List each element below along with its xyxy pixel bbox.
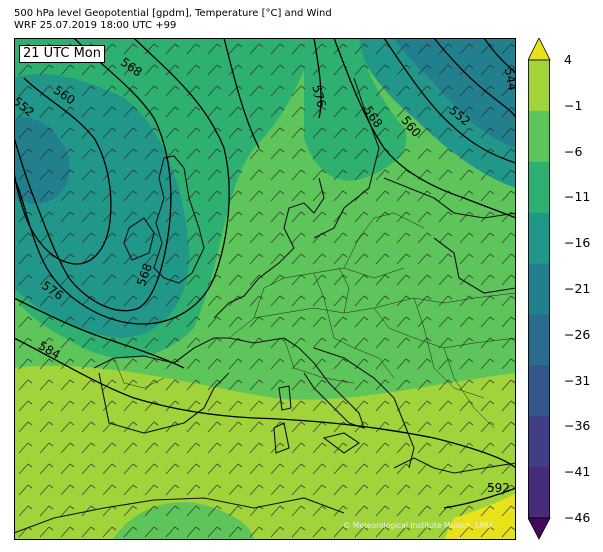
- colorbar-segment: [528, 467, 550, 519]
- colorbar-tick-label: 4: [564, 52, 572, 67]
- temperature-colorbar: [528, 38, 551, 540]
- contour-label: 592: [487, 481, 510, 495]
- colorbar-frame: [528, 59, 551, 519]
- country-borders: [113, 212, 516, 429]
- colorbar-extend-bottom: [528, 517, 551, 540]
- colorbar-tick-label: −46: [564, 510, 591, 525]
- colorbar-segment: [528, 212, 550, 265]
- colorbar-segment: [528, 60, 550, 112]
- colorbar-tick-label: −26: [564, 326, 591, 342]
- credit-text: © Meteorological Institute Munich, LMU: [343, 521, 492, 530]
- colorbar-segment: [528, 161, 550, 214]
- colorbar-extend-top: [528, 38, 551, 61]
- colorbar-segment: [528, 263, 550, 315]
- colorbar-tick-label: −6: [564, 143, 583, 159]
- weather-map: 568 560 552 576 568 560 552 544 576 568 …: [14, 38, 516, 540]
- colorbar-tick-label: −21: [564, 281, 591, 296]
- colorbar-tick-label: −1: [564, 97, 583, 113]
- title-line-2: WRF 25.07.2019 18:00 UTC +99: [14, 20, 177, 31]
- map-frame: [14, 38, 516, 540]
- contour-label: 576: [309, 83, 328, 109]
- title-line-1: 500 hPa level Geopotential [gpdm], Tempe…: [14, 8, 332, 19]
- colorbar-tick-label: −31: [564, 372, 591, 388]
- colorbar-segment: [528, 110, 550, 163]
- colorbar-tick-label: −36: [564, 418, 591, 434]
- geopotential-contours: [14, 38, 516, 509]
- coastlines: [14, 77, 516, 534]
- colorbar-segment: [528, 314, 550, 366]
- colorbar-segment: [528, 365, 550, 417]
- colorbar-tick-label: −41: [564, 464, 591, 480]
- colorbar-tick-label: −16: [564, 235, 591, 251]
- time-label: 21 UTC Mon: [19, 45, 105, 63]
- contour-label: 544: [502, 67, 516, 92]
- wind-barbs: [14, 38, 516, 540]
- colorbar-segment: [528, 416, 550, 468]
- colorbar-tick-label: −11: [564, 189, 591, 205]
